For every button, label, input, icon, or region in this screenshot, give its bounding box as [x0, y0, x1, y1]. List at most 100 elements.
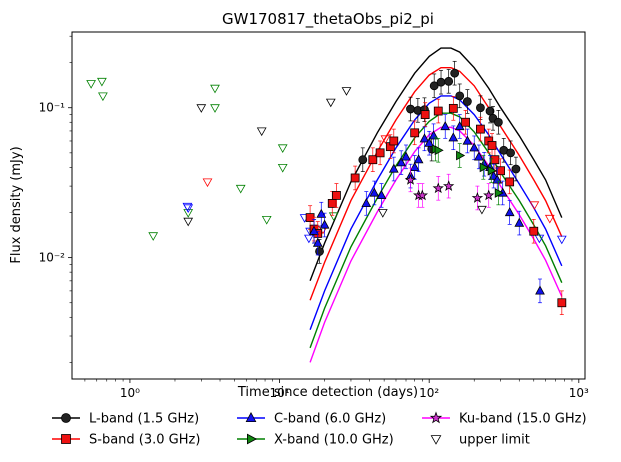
- data-point-1-18: [490, 155, 500, 165]
- data-point-1-15: [476, 124, 485, 134]
- data-point-1-7: [375, 148, 385, 158]
- data-point-4-5: [471, 192, 484, 203]
- upper-limit-marker-1-3: [325, 98, 336, 108]
- data-point-2-3: [319, 219, 330, 229]
- data-point-2-6: [376, 189, 387, 200]
- upper-limit-marker-1-2: [256, 127, 267, 137]
- data-point-2-16: [440, 121, 451, 131]
- plot-content: [86, 47, 567, 363]
- data-point-0-14: [485, 106, 495, 116]
- data-point-4-6: [483, 189, 495, 201]
- upper-limit-marker-3-3: [304, 234, 314, 244]
- upper-limit-marker-0-5: [210, 84, 220, 94]
- data-point-0-16: [493, 117, 503, 127]
- data-point-2-5: [369, 187, 380, 197]
- data-point-2-12: [413, 154, 424, 164]
- upper-limit-marker-2-2: [380, 135, 391, 145]
- upper-limit-marker-1-1: [196, 104, 207, 113]
- data-point-2-14: [424, 137, 435, 147]
- legend-label-3: X-band (10.0 GHz): [274, 433, 394, 448]
- data-point-1-11: [420, 110, 430, 119]
- upper-limit-marker-0-10: [277, 163, 288, 173]
- y-tick-label-0: 10⁻²: [39, 251, 66, 265]
- data-point-3-1: [434, 145, 444, 156]
- legend-marker-4: [429, 411, 443, 424]
- upper-limit-marker-0-4: [183, 209, 194, 218]
- data-point-3-4: [487, 165, 497, 176]
- data-point-2-8: [396, 157, 407, 167]
- upper-limit-marker-1-0: [183, 217, 194, 227]
- data-point-2-0: [309, 225, 319, 235]
- legend-marker-2: [245, 411, 257, 423]
- upper-limit-marker-1-6: [477, 205, 487, 215]
- upper-limit-marker-0-1: [97, 77, 107, 87]
- data-point-2-21: [474, 151, 484, 161]
- data-point-3-3: [479, 162, 489, 173]
- upper-limit-marker-0-8: [261, 215, 272, 225]
- plot-inner: [86, 47, 567, 363]
- data-point-4-2: [416, 189, 429, 201]
- data-point-1-22: [557, 298, 567, 308]
- y-axis-label: Flux density (mJy): [9, 146, 24, 263]
- data-point-1-4: [332, 191, 341, 200]
- data-point-2-28: [514, 217, 525, 227]
- legend: L-band (1.5 GHz) S-band (3.0 GHz) C-band (…: [52, 411, 587, 448]
- upper-limit-marker-0-6: [210, 104, 220, 113]
- data-point-0-13: [476, 103, 485, 113]
- legend-label-0: L-band (1.5 GHz): [89, 412, 199, 427]
- upper-limit-marker-3-1: [183, 204, 194, 214]
- data-point-1-14: [461, 117, 470, 127]
- upper-limit-marker-0-9: [277, 144, 288, 154]
- data-point-0-9: [444, 76, 454, 86]
- model-curve-4: [309, 126, 563, 363]
- data-point-2-1: [312, 237, 323, 247]
- legend-marker-1: [61, 434, 71, 444]
- upper-limit-marker-2-0: [202, 178, 213, 188]
- data-point-1-20: [505, 177, 515, 187]
- data-point-0-8: [436, 77, 446, 87]
- data-point-1-6: [368, 155, 378, 165]
- data-point-2-4: [361, 197, 372, 208]
- model-curve-0: [309, 47, 563, 282]
- data-point-1-9: [389, 136, 399, 146]
- model-curve-2: [309, 95, 563, 331]
- data-point-2-17: [448, 132, 459, 142]
- legend-label-1: S-band (3.0 GHz): [89, 433, 200, 448]
- legend-label-5: upper limit: [459, 433, 530, 448]
- x-tick-label-0: 10⁰: [120, 386, 140, 400]
- model-curve-3: [309, 112, 563, 349]
- data-point-2-18: [454, 121, 465, 131]
- upper-limit-marker-2-3: [529, 201, 540, 211]
- data-point-4-3: [432, 182, 444, 194]
- legend-marker-5: [430, 435, 442, 445]
- x-tick-label-3: 10³: [569, 386, 589, 400]
- legend-label-2: C-band (6.0 GHz): [274, 412, 386, 427]
- data-point-0-3: [406, 104, 415, 114]
- model-curve-1: [309, 67, 563, 301]
- upper-limit-marker-3-6: [556, 235, 567, 245]
- data-point-0-10: [450, 68, 460, 78]
- data-point-1-17: [487, 141, 497, 150]
- chart-title: GW170817_thetaObs_pi2_pi: [222, 10, 434, 29]
- data-point-3-2: [456, 150, 466, 161]
- upper-limit-marker-1-4: [341, 87, 352, 96]
- data-point-0-7: [429, 81, 439, 91]
- data-point-1-5: [350, 173, 360, 183]
- data-point-1-0: [305, 213, 315, 222]
- data-point-2-7: [388, 163, 399, 173]
- data-point-2-19: [462, 135, 473, 145]
- upper-limit-marker-0-3: [148, 232, 159, 241]
- data-point-2-9: [401, 151, 411, 161]
- x-tick-label-2: 10²: [419, 386, 439, 400]
- data-point-1-10: [410, 128, 420, 138]
- upper-limit-marker-2-4: [544, 214, 555, 224]
- data-point-0-11: [455, 91, 465, 101]
- data-point-0-19: [511, 164, 521, 174]
- plot-area: [71, 31, 586, 380]
- data-point-1-13: [448, 103, 458, 113]
- data-point-2-13: [419, 133, 430, 143]
- axes: 10⁰ 10¹ 10² 10³ 10⁻² 10⁻¹: [39, 35, 589, 400]
- y-tick-label-1: 10⁻¹: [39, 101, 66, 115]
- upper-limit-marker-1-5: [377, 209, 388, 218]
- upper-limit-marker-3-5: [534, 234, 545, 244]
